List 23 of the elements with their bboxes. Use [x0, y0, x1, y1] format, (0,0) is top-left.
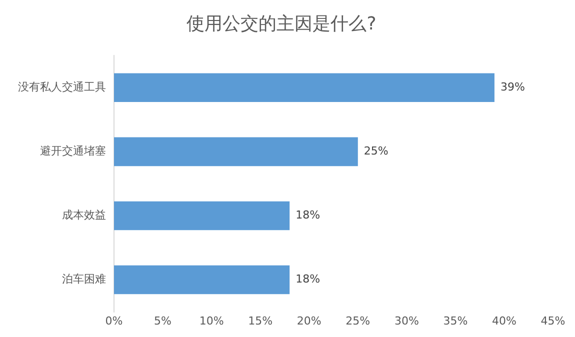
data-label: 25% — [364, 144, 388, 158]
y-tick-label: 没有私人交通工具 — [18, 80, 106, 94]
x-tick-label: 40% — [492, 314, 516, 328]
y-tick-label: 泊车困难 — [62, 272, 106, 286]
bar — [114, 265, 290, 294]
chart-title: 使用公交的主因是什么? — [186, 13, 376, 34]
x-tick-label: 20% — [296, 314, 322, 328]
x-tick-label: 5% — [154, 314, 172, 328]
x-tick-label: 10% — [199, 314, 224, 328]
y-tick-label: 避开交通堵塞 — [40, 144, 106, 158]
x-tick-label: 35% — [443, 314, 468, 328]
x-tick-label: 25% — [346, 314, 370, 328]
data-label: 39% — [500, 80, 525, 94]
x-tick-label: 30% — [394, 314, 419, 328]
x-tick-label: 45% — [540, 314, 566, 328]
y-tick-label: 成本效益 — [62, 208, 106, 222]
data-label: 18% — [296, 272, 320, 286]
bar — [114, 137, 358, 166]
data-label: 18% — [296, 208, 320, 222]
bar — [114, 73, 494, 102]
bar — [114, 201, 290, 230]
x-tick-label: 15% — [248, 314, 273, 328]
x-tick-label: 0% — [105, 314, 123, 328]
